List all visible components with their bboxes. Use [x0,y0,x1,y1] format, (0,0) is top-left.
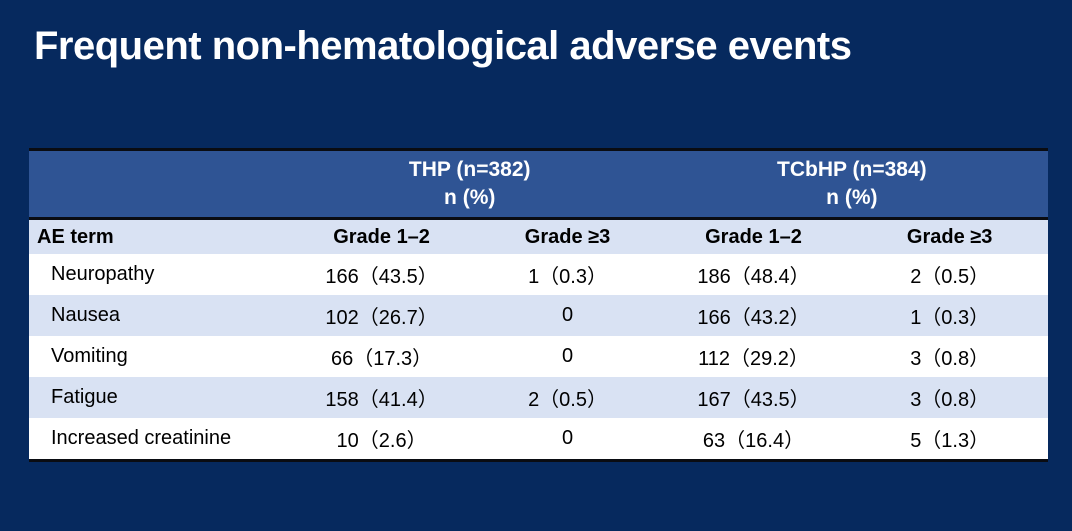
row-term: Vomiting [29,336,284,377]
cell-value: 167（43.5） [655,377,852,418]
table-row-fatigue: Fatigue 158（41.4） 2（0.5） 167（43.5） 3（0.8… [29,377,1048,418]
row-term: Fatigue [29,377,284,418]
adverse-events-table: THP (n=382) n (%) TCbHP (n=384) n (%) AE… [29,148,1048,462]
cell-value: 2（0.5） [851,254,1048,295]
table-row-vomiting: Vomiting 66（17.3） 0 112（29.2） 3（0.8） [29,336,1048,377]
column-header-thp-grade3: Grade ≥3 [479,218,656,254]
cell-value: 1（0.3） [851,295,1048,336]
cell-value: 10（2.6） [283,418,480,461]
table-row-nausea: Nausea 102（26.7） 0 166（43.2） 1（0.3） [29,295,1048,336]
cell-value: 1（0.3） [479,254,656,295]
page-title: Frequent non-hematological adverse event… [34,24,852,68]
group-header-tcbhp: TCbHP (n=384) n (%) [655,149,1048,220]
cell-value: 166（43.5） [283,254,480,295]
cell-value: 0 [479,295,656,336]
cell-value: 66（17.3） [283,336,480,377]
group-header-row: THP (n=382) n (%) TCbHP (n=384) n (%) [29,149,1048,220]
cell-value: 3（0.8） [851,336,1048,377]
row-term: Nausea [29,295,284,336]
group-header-thp: THP (n=382) n (%) [283,149,656,220]
cell-value: 0 [479,418,656,461]
row-term: Increased creatinine [29,418,284,461]
group-header-tcbhp-title: TCbHP (n=384) [777,157,927,181]
cell-value: 63（16.4） [655,418,852,461]
cell-value: 186（48.4） [655,254,852,295]
cell-value: 2（0.5） [479,377,656,418]
column-header-tcbhp-grade12: Grade 1–2 [655,218,852,254]
cell-value: 5（1.3） [851,418,1048,461]
cell-value: 3（0.8） [851,377,1048,418]
group-header-thp-subtitle: n (%) [444,186,496,209]
table-row-neuropathy: Neuropathy 166（43.5） 1（0.3） 186（48.4） 2（… [29,254,1048,295]
group-header-spacer [29,149,284,220]
cell-value: 158（41.4） [283,377,480,418]
row-term: Neuropathy [29,254,284,295]
cell-value: 0 [479,336,656,377]
group-header-tcbhp-subtitle: n (%) [826,186,878,209]
cell-value: 166（43.2） [655,295,852,336]
column-header-row: AE term Grade 1–2 Grade ≥3 Grade 1–2 Gra… [29,218,1048,254]
table-row-increased-creatinine: Increased creatinine 10（2.6） 0 63（16.4） … [29,418,1048,461]
cell-value: 102（26.7） [283,295,480,336]
cell-value: 112（29.2） [655,336,852,377]
column-header-ae-term: AE term [29,218,284,254]
group-header-thp-title: THP (n=382) [408,157,531,181]
ae-table: THP (n=382) n (%) TCbHP (n=384) n (%) AE… [29,148,1048,462]
column-header-thp-grade12: Grade 1–2 [283,218,480,254]
column-header-tcbhp-grade3: Grade ≥3 [851,218,1048,254]
